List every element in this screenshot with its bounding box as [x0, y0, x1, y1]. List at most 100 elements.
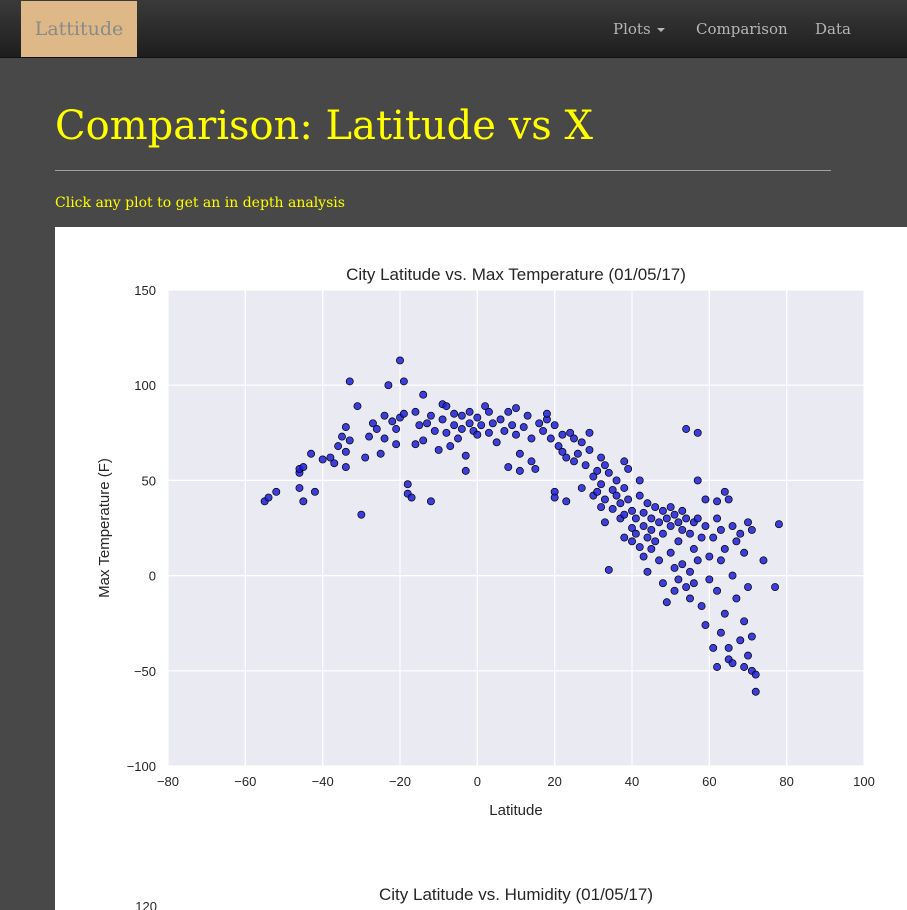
scatter-point [635, 476, 644, 485]
scatter-point [716, 525, 725, 534]
x-tick-labels: −80 −60 −40 −20 0 20 40 60 80 100 [157, 774, 875, 789]
x-tick-label: 80 [779, 774, 793, 789]
scatter-point [628, 537, 636, 546]
scatter-point [392, 440, 401, 449]
scatter-point [426, 497, 435, 506]
scatter-point [689, 544, 698, 553]
scatter-point [500, 426, 509, 435]
y-tick-label: 100 [134, 378, 156, 393]
scatter-point [372, 425, 381, 433]
scatter-point [728, 522, 737, 531]
nav-data-link[interactable]: Data [815, 20, 851, 38]
scatter-point [527, 457, 536, 466]
scatter-point [380, 434, 389, 443]
scatter-point [577, 484, 586, 492]
scatter-point [639, 552, 648, 561]
scatter-point [535, 419, 544, 428]
scatter-point [728, 659, 737, 668]
brand-logo[interactable]: Lattitude [21, 1, 137, 57]
y-tick-label: 0 [149, 569, 156, 584]
scatter-point [550, 493, 559, 502]
scatter-points [260, 356, 783, 696]
plot-panel[interactable]: −80 −60 −40 −20 0 20 40 60 80 100 −100 −50 0 50 100 15… [55, 227, 907, 910]
scatter-point [686, 594, 694, 603]
scatter-point [442, 402, 451, 411]
scatter-point [566, 428, 575, 437]
scatter-point [670, 564, 679, 572]
scatter-point [570, 434, 578, 443]
scatter-point [357, 510, 366, 519]
scatter-point [631, 529, 640, 538]
scatter-point [709, 533, 718, 542]
scatter-point [264, 493, 273, 502]
scatter-point [658, 529, 667, 538]
nav-plots-dropdown[interactable]: Plots [613, 0, 665, 58]
scatter-point [508, 421, 517, 430]
scatter-point [666, 548, 675, 557]
scatter-point [670, 586, 679, 595]
scatter-point [593, 487, 602, 496]
scatter-point [600, 461, 609, 470]
scatter-point [585, 445, 594, 454]
scatter-point [399, 409, 408, 418]
scatter-point [732, 537, 741, 546]
scatter-point [415, 421, 424, 430]
scatter-point [423, 419, 432, 428]
scatter-point [693, 514, 702, 523]
scatter-point [519, 423, 528, 432]
scatter-point [697, 533, 706, 542]
scatter-point [450, 409, 459, 418]
temperature-scatter-plot[interactable]: −80 −60 −40 −20 0 20 40 60 80 100 −100 −50 0 50 100 15… [55, 227, 907, 847]
nav-comparison-link[interactable]: Comparison [696, 20, 788, 38]
scatter-point [655, 518, 664, 527]
scatter-point [608, 485, 617, 494]
scatter-point [399, 377, 408, 386]
scatter-point [361, 453, 370, 462]
y-axis-label: Max Temperature (F) [96, 458, 113, 598]
scatter-point [419, 436, 428, 445]
scatter-point [461, 451, 470, 460]
scatter-point [678, 560, 687, 569]
scatter-point [728, 571, 737, 580]
scatter-point [604, 565, 613, 574]
scatter-point [724, 495, 733, 504]
scatter-point [713, 586, 722, 595]
scatter-point [558, 447, 567, 456]
scatter-point [647, 544, 656, 553]
grid-lines [167, 289, 865, 767]
scatter-point [716, 556, 725, 565]
x-tick-label: −20 [389, 774, 411, 789]
scatter-point [693, 476, 702, 485]
scatter-point [751, 670, 760, 679]
scatter-point [608, 505, 617, 513]
scatter-point [477, 421, 486, 430]
scatter-point [539, 426, 548, 435]
scatter-point [720, 544, 729, 553]
scatter-point [666, 503, 675, 512]
caret-down-icon [656, 28, 665, 32]
scatter-point [624, 465, 633, 473]
scatter-point [771, 583, 780, 591]
scatter-point [396, 356, 404, 365]
scatter-point [697, 602, 706, 611]
scatter-point [345, 436, 354, 445]
scatter-point [674, 575, 683, 584]
humidity-scatter-plot[interactable]: City Latitude vs. Humidity (01/05/17) 12… [55, 847, 907, 910]
scatter-point [658, 579, 667, 588]
title-divider [55, 170, 831, 171]
scatter-point [341, 423, 350, 432]
x-tick-label: −60 [234, 774, 256, 789]
scatter-point [326, 453, 335, 462]
scatter-point [341, 463, 350, 472]
scatter-point [504, 463, 513, 472]
scatter-point [600, 495, 609, 504]
scatter-point [600, 518, 609, 527]
scatter-point [345, 377, 354, 386]
scatter-point [465, 419, 474, 428]
scatter-point [736, 529, 745, 538]
scatter-point [643, 499, 652, 508]
scatter-point [686, 529, 694, 538]
scatter-point [720, 609, 729, 618]
scatter-point [651, 537, 660, 546]
scatter-point [457, 411, 466, 420]
